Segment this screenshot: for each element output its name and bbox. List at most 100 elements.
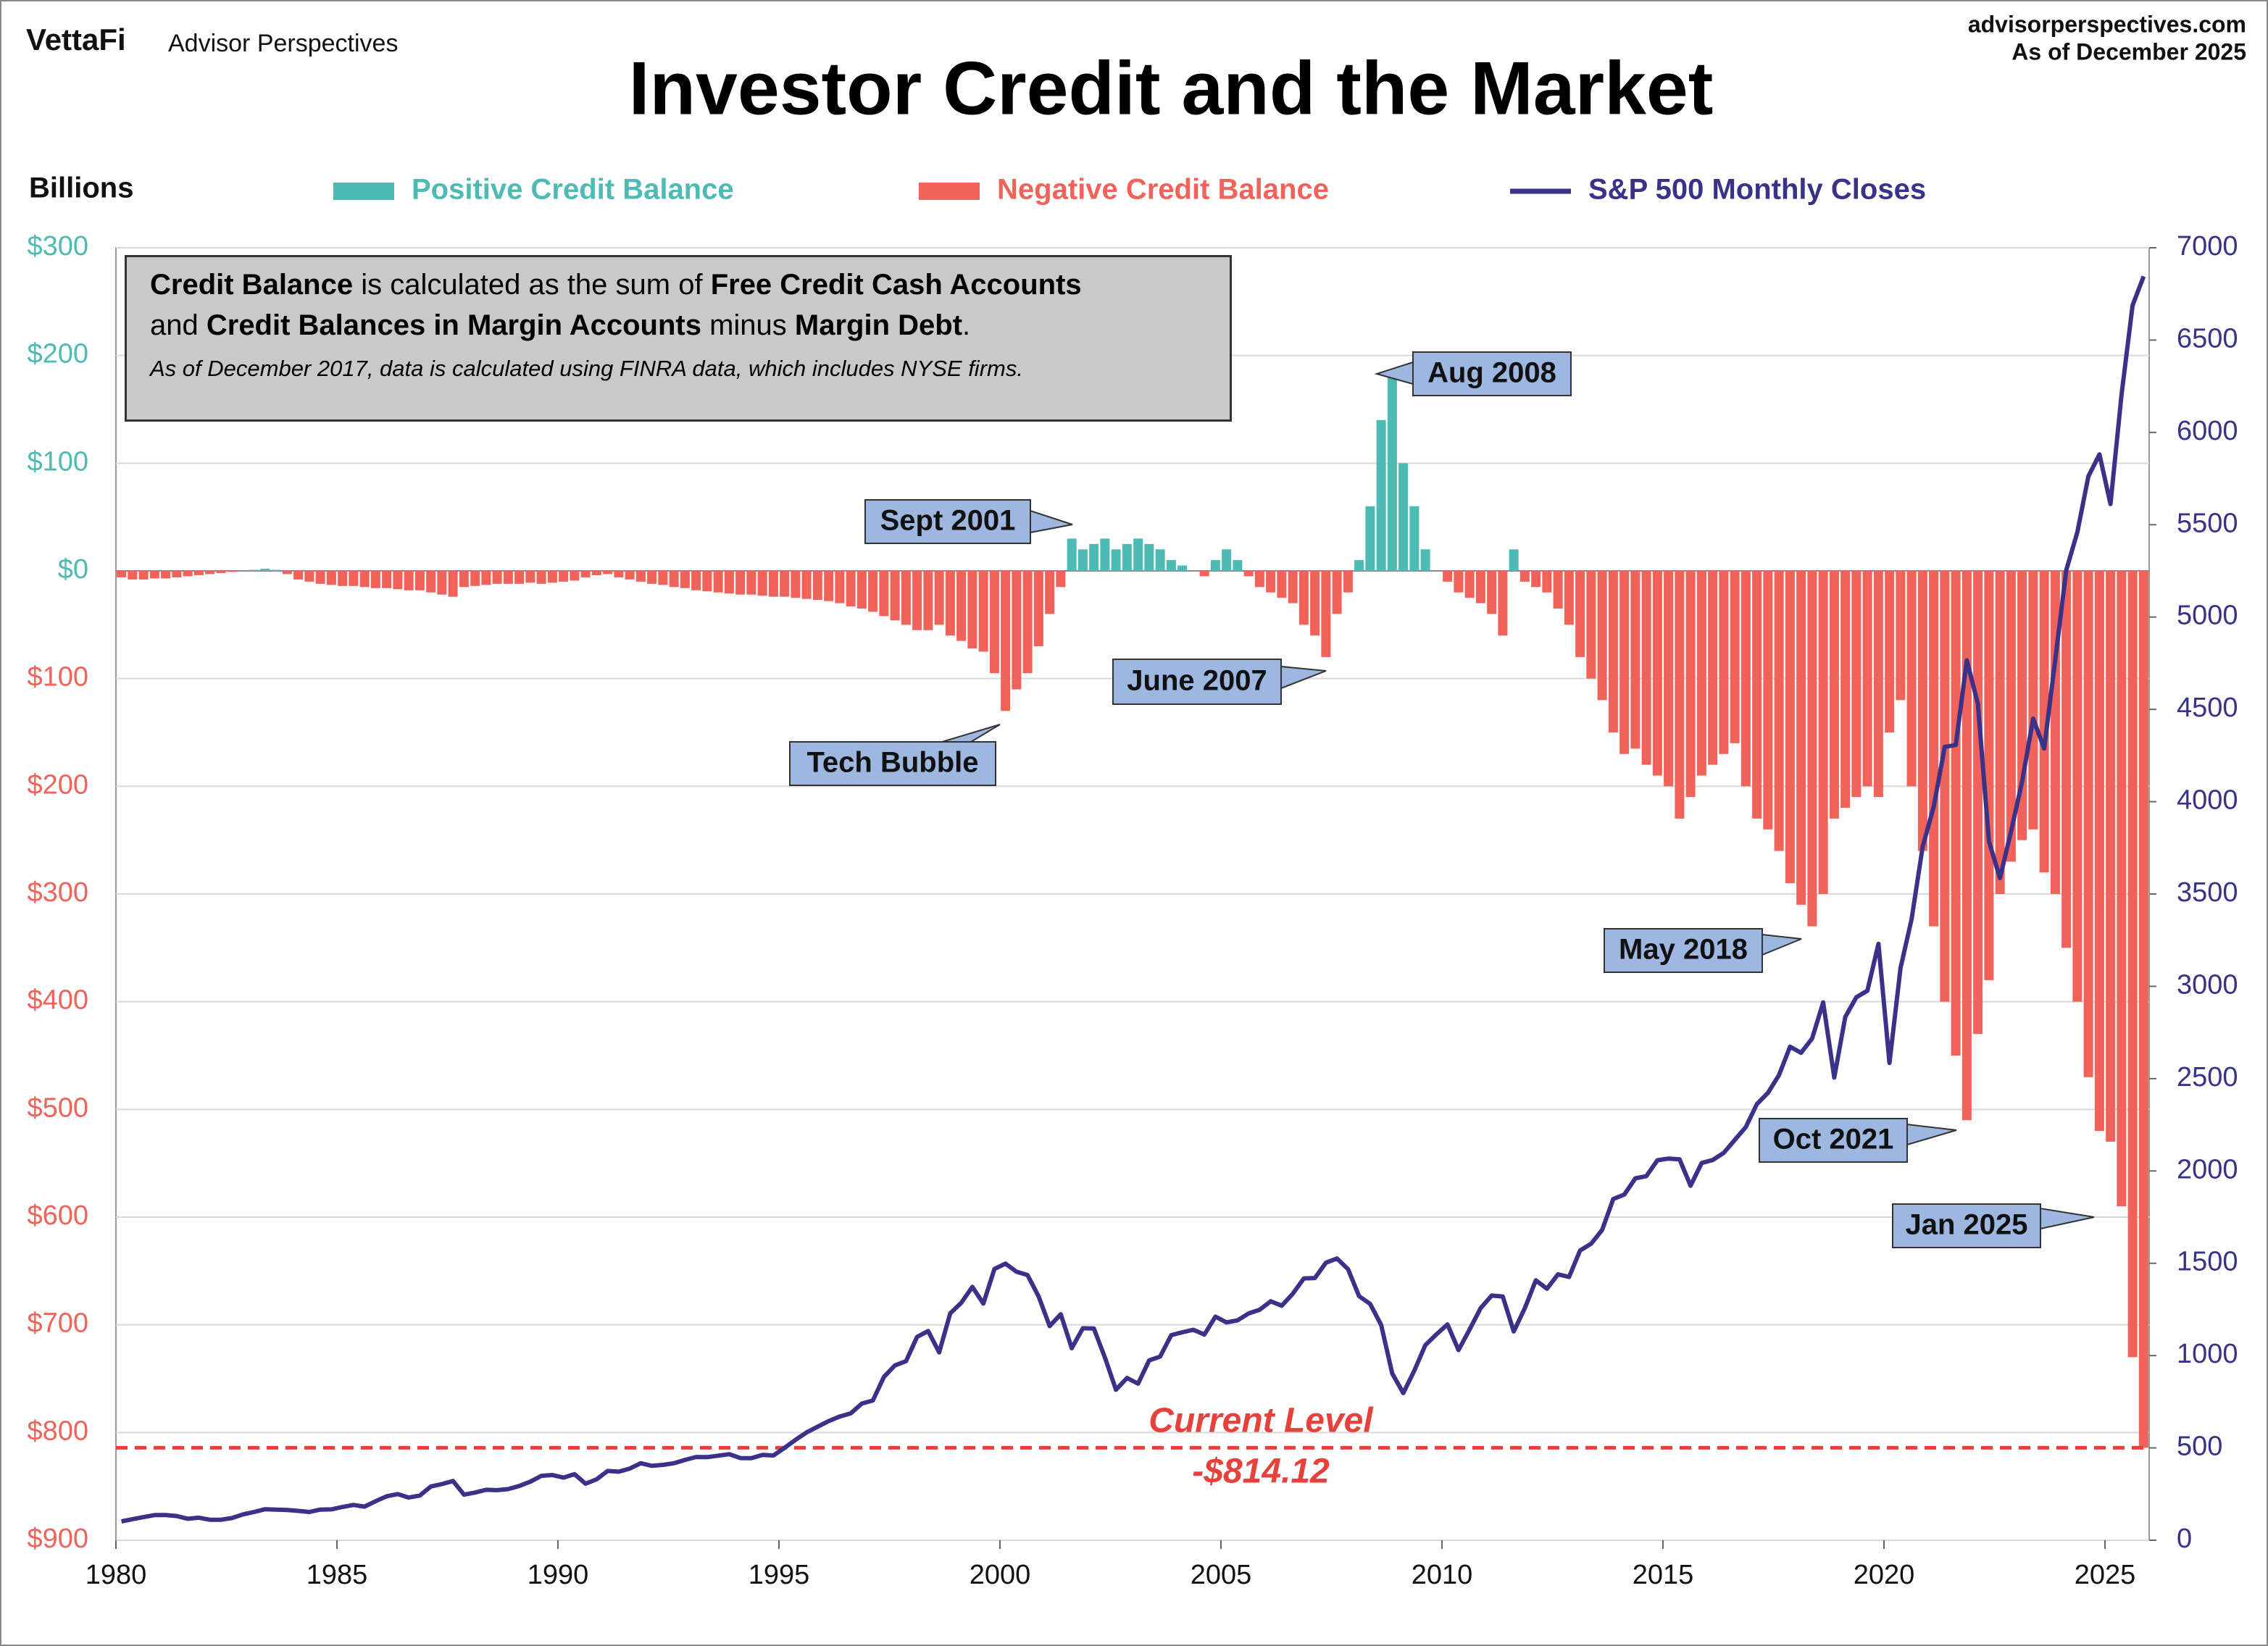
bar xyxy=(1586,571,1596,679)
bar xyxy=(1740,571,1751,787)
bar xyxy=(1929,571,1939,927)
callout-box xyxy=(1759,1118,1908,1163)
bar xyxy=(945,571,955,636)
bar xyxy=(1166,560,1176,571)
bar xyxy=(1067,538,1077,571)
bar xyxy=(1089,543,1099,571)
bar xyxy=(1254,571,1264,588)
bar xyxy=(1851,571,1861,798)
site: advisorperspectives.com xyxy=(1968,11,2246,37)
legend-label: Negative Credit Balance xyxy=(997,174,1329,206)
bar xyxy=(2106,571,2116,1142)
bar xyxy=(1475,571,1485,603)
bar xyxy=(1177,565,1188,571)
bar xyxy=(1354,560,1364,571)
y-tick-label: $700 xyxy=(27,1308,88,1339)
y2-tick-label: 1500 xyxy=(2177,1247,2238,1277)
bar xyxy=(1940,571,1950,1002)
bar xyxy=(912,571,922,630)
bar xyxy=(702,571,712,592)
bar xyxy=(625,571,635,580)
y2-tick-label: 2500 xyxy=(2177,1062,2238,1093)
bar xyxy=(1012,571,1022,690)
bar xyxy=(801,571,812,599)
y-tick-label: $100 xyxy=(27,662,88,693)
bar xyxy=(559,571,569,582)
bar xyxy=(1321,571,1331,657)
y-tick-label: $300 xyxy=(27,877,88,908)
bar xyxy=(1210,560,1220,571)
bar xyxy=(437,571,447,595)
bar xyxy=(1144,543,1154,571)
bar xyxy=(1519,571,1530,582)
as-of: As of December 2025 xyxy=(2011,38,2246,64)
bar xyxy=(669,571,679,588)
bar xyxy=(1464,571,1475,598)
bar xyxy=(382,571,392,588)
bar xyxy=(1818,571,1828,894)
bar xyxy=(128,571,138,580)
bar xyxy=(193,571,204,575)
bar xyxy=(1343,571,1353,593)
bar xyxy=(1829,571,1839,819)
bar xyxy=(1685,571,1696,798)
callout-box xyxy=(1112,659,1282,705)
bar xyxy=(1420,549,1430,571)
bar xyxy=(117,571,127,577)
x-tick-label: 2025 xyxy=(2075,1560,2136,1590)
bar xyxy=(2083,571,2093,1077)
bar xyxy=(2028,571,2038,830)
bar xyxy=(459,571,469,588)
bar xyxy=(1531,571,1541,588)
bar xyxy=(1310,571,1320,636)
callout: Sept 2001 Aug 2008 Tech Bubble June 2007… xyxy=(789,351,2095,1248)
bar xyxy=(1896,571,1906,701)
y2-tick-label: 6500 xyxy=(2177,323,2238,354)
bar xyxy=(149,571,159,579)
bar xyxy=(724,571,734,594)
bar xyxy=(349,571,359,586)
bar xyxy=(282,571,292,575)
bar xyxy=(2094,571,2104,1132)
note-box: Credit Balance is calculated as the sum … xyxy=(125,255,1232,422)
bar xyxy=(580,571,591,577)
y2-tick-label: 2000 xyxy=(2177,1154,2238,1185)
current-level-label: Current Level xyxy=(1148,1402,1374,1440)
bar xyxy=(216,571,226,573)
bar xyxy=(536,571,546,584)
bar xyxy=(1542,571,1552,593)
callout-label: Oct 2021 xyxy=(1773,1124,1894,1156)
callout-box xyxy=(1892,1203,2041,1248)
x-tick-label: 1995 xyxy=(749,1560,810,1590)
bar xyxy=(635,571,646,582)
bar xyxy=(1022,571,1033,674)
y2-tick-label: 5000 xyxy=(2177,601,2238,631)
publisher: Advisor Perspectives xyxy=(168,30,398,57)
bar xyxy=(1398,463,1409,571)
bar xyxy=(205,571,215,575)
bar xyxy=(1961,571,1972,1121)
bar xyxy=(1443,571,1453,582)
bar xyxy=(370,571,380,588)
bar xyxy=(315,571,325,584)
bar xyxy=(304,571,314,582)
bar xyxy=(735,571,746,595)
bar xyxy=(1708,571,1718,765)
y2-tick-label: 3000 xyxy=(2177,969,2238,1000)
brand: VettaFi xyxy=(26,22,126,57)
callout-label: May 2018 xyxy=(1619,934,1748,966)
bar xyxy=(1785,571,1795,884)
callout-label: June 2007 xyxy=(1127,665,1267,697)
bar xyxy=(691,571,701,590)
bar xyxy=(1298,571,1309,625)
bar xyxy=(514,571,525,584)
y-tick-label: $600 xyxy=(27,1200,88,1231)
bar xyxy=(271,569,281,571)
callout-label: Jan 2025 xyxy=(1905,1209,2027,1241)
bar xyxy=(591,571,601,575)
bar xyxy=(570,571,580,581)
bar xyxy=(2061,571,2072,948)
bar xyxy=(1564,571,1574,625)
